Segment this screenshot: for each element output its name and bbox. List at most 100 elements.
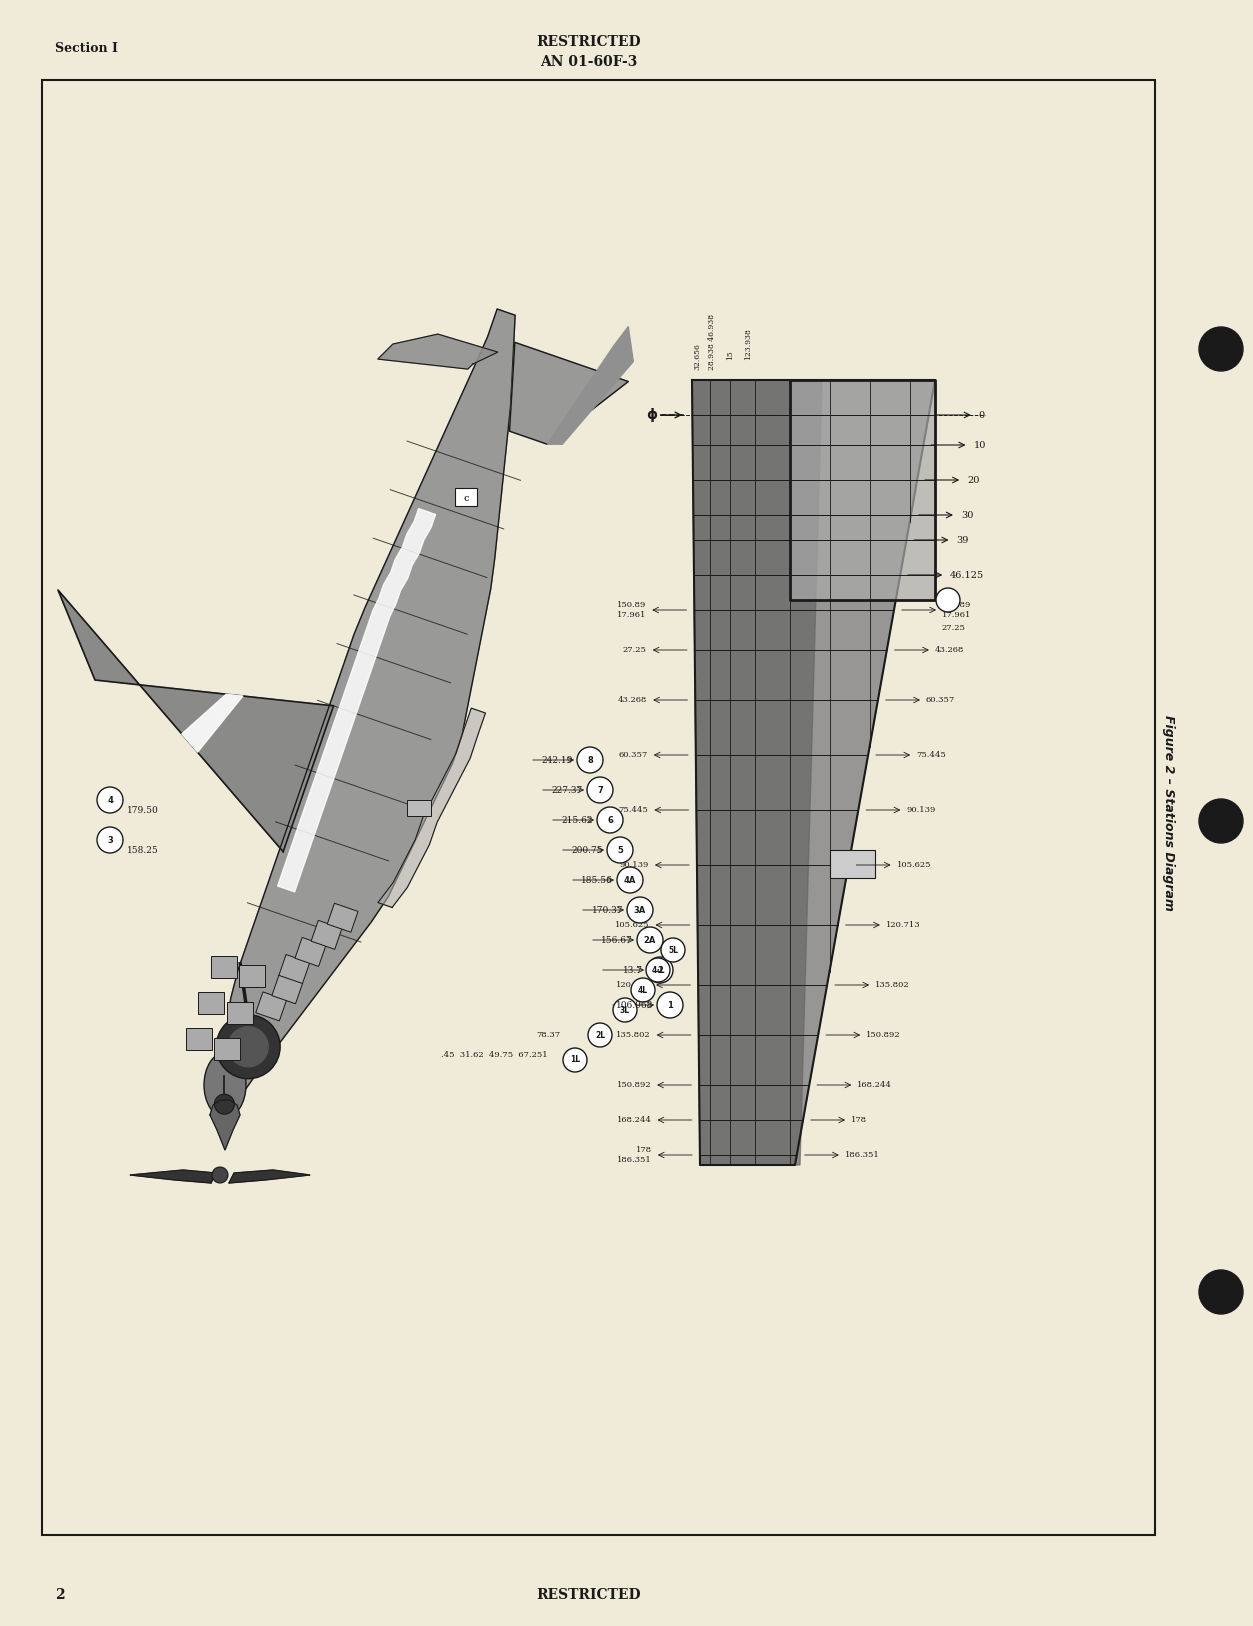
Text: 10: 10: [974, 441, 986, 449]
Bar: [214, 1039, 241, 1060]
Text: 4₄L: 4₄L: [652, 966, 665, 974]
Text: .45  31.62  49.75  67.251: .45 31.62 49.75 67.251: [441, 1050, 548, 1059]
Circle shape: [637, 927, 663, 953]
Text: 3: 3: [107, 836, 113, 844]
Text: 5L: 5L: [668, 945, 678, 954]
Bar: [311, 920, 342, 950]
Text: 178: 178: [851, 1115, 867, 1124]
Circle shape: [96, 828, 123, 854]
Circle shape: [626, 898, 653, 924]
Text: 150.892: 150.892: [616, 1081, 652, 1089]
Circle shape: [576, 746, 603, 772]
Polygon shape: [378, 709, 485, 907]
Circle shape: [647, 958, 670, 982]
Text: AN 01-60F-3: AN 01-60F-3: [540, 55, 638, 68]
Text: 158.25: 158.25: [127, 846, 159, 855]
Text: 120.713: 120.713: [615, 980, 650, 989]
Circle shape: [596, 806, 623, 833]
Text: 78.37: 78.37: [536, 1031, 560, 1039]
Text: Section I: Section I: [55, 42, 118, 55]
Circle shape: [632, 977, 655, 1002]
Text: 46.125: 46.125: [950, 571, 985, 579]
Circle shape: [1199, 327, 1243, 371]
Text: 60.357: 60.357: [926, 696, 955, 704]
Circle shape: [228, 1026, 268, 1067]
Text: 43.268: 43.268: [935, 646, 965, 654]
Bar: [185, 1029, 212, 1050]
Text: 75.445: 75.445: [916, 751, 946, 759]
Text: 27.25: 27.25: [942, 624, 966, 633]
Polygon shape: [182, 694, 243, 753]
Polygon shape: [692, 380, 935, 1164]
Text: 6: 6: [606, 816, 613, 824]
Circle shape: [606, 837, 633, 863]
Text: c: c: [464, 494, 469, 502]
Text: 60.357: 60.357: [619, 751, 648, 759]
Text: 13.7: 13.7: [623, 966, 643, 974]
Bar: [239, 966, 266, 987]
Text: 2L: 2L: [595, 1031, 605, 1039]
Text: 4L: 4L: [638, 985, 648, 995]
Bar: [211, 956, 237, 977]
Circle shape: [588, 1023, 611, 1047]
Text: 90.139: 90.139: [906, 806, 936, 815]
Text: 227.37: 227.37: [551, 785, 583, 795]
Text: 200.75: 200.75: [571, 846, 603, 855]
Text: 120.713: 120.713: [886, 920, 921, 928]
Text: 39: 39: [956, 535, 969, 545]
Text: 150.89
17.961: 150.89 17.961: [616, 602, 647, 618]
Polygon shape: [510, 343, 628, 444]
Circle shape: [1199, 798, 1243, 842]
Circle shape: [936, 589, 960, 611]
Text: 1L: 1L: [570, 1055, 580, 1065]
Polygon shape: [378, 333, 497, 369]
Bar: [198, 992, 224, 1015]
Circle shape: [96, 787, 123, 813]
Polygon shape: [692, 380, 822, 1164]
Text: 242.19: 242.19: [541, 756, 573, 764]
Text: $\mathbf{\phi}$: $\mathbf{\phi}$: [645, 406, 658, 424]
Polygon shape: [229, 1171, 309, 1184]
Text: 1: 1: [667, 1000, 673, 1010]
Text: 3A: 3A: [634, 906, 647, 914]
Text: 156.67: 156.67: [601, 935, 633, 945]
Text: 15: 15: [725, 350, 734, 359]
Text: 185.56: 185.56: [581, 875, 613, 885]
Text: Figure 2 – Stations Diagram: Figure 2 – Stations Diagram: [1162, 715, 1174, 911]
Text: 4A: 4A: [624, 875, 637, 885]
Text: 4: 4: [107, 795, 113, 805]
Bar: [256, 992, 287, 1021]
Circle shape: [662, 938, 685, 963]
Circle shape: [616, 867, 643, 893]
Bar: [327, 904, 358, 932]
Polygon shape: [58, 590, 333, 852]
Text: 105.625: 105.625: [896, 862, 931, 868]
Bar: [272, 976, 303, 1003]
Circle shape: [647, 958, 673, 984]
Text: 170.37: 170.37: [591, 906, 623, 914]
Circle shape: [212, 1167, 228, 1184]
Polygon shape: [130, 1171, 216, 1184]
Bar: [279, 954, 309, 984]
Polygon shape: [548, 327, 633, 444]
Text: 8: 8: [588, 756, 593, 764]
Text: 123.938: 123.938: [744, 328, 752, 359]
Text: 30: 30: [961, 511, 974, 519]
Text: 20: 20: [967, 475, 980, 485]
Text: RESTRICTED: RESTRICTED: [536, 36, 642, 49]
Text: 179.50: 179.50: [127, 805, 159, 815]
Bar: [294, 938, 326, 966]
Text: 43.268: 43.268: [618, 696, 648, 704]
Circle shape: [657, 992, 683, 1018]
Text: 3L: 3L: [620, 1005, 630, 1015]
Bar: [407, 800, 431, 816]
Circle shape: [563, 1049, 586, 1072]
Bar: [227, 1002, 253, 1024]
Polygon shape: [789, 380, 935, 600]
Text: 106.968: 106.968: [615, 1000, 653, 1010]
Text: 135.802: 135.802: [875, 980, 910, 989]
Text: 178
186.351: 178 186.351: [618, 1146, 652, 1164]
Text: 150.89
17.961: 150.89 17.961: [942, 602, 971, 618]
Text: 168.244: 168.244: [857, 1081, 892, 1089]
Text: 135.802: 135.802: [616, 1031, 650, 1039]
